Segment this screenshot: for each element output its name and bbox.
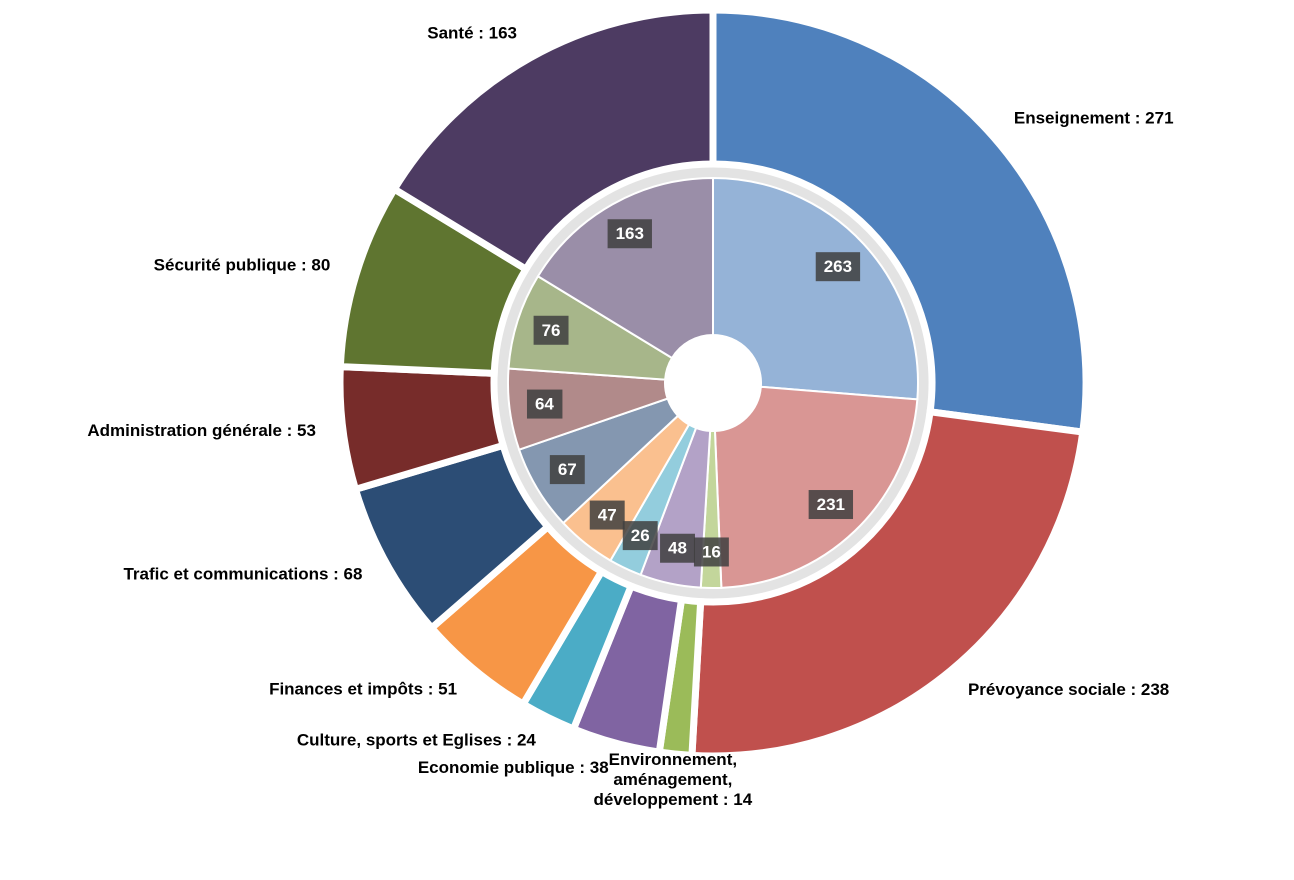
slice-label: Santé : 163 xyxy=(427,24,517,43)
value-label: 47 xyxy=(589,500,625,530)
value-label-text: 263 xyxy=(824,257,852,276)
value-label-text: 16 xyxy=(702,542,721,561)
slice-label: Administration générale : 53 xyxy=(87,421,316,440)
inner-slice xyxy=(507,274,674,381)
value-label: 48 xyxy=(660,533,695,563)
value-label-text: 163 xyxy=(616,224,644,243)
slice-label: Economie publique : 38 xyxy=(418,759,609,778)
value-label-box xyxy=(660,533,695,563)
value-label-text: 64 xyxy=(535,395,554,414)
value-label: 67 xyxy=(549,455,585,485)
slice-label: Culture, sports et Eglises : 24 xyxy=(297,731,537,750)
slice-label: Environnement, aménagement, développement … xyxy=(593,750,752,809)
value-label: 64 xyxy=(526,389,563,419)
outer-slice xyxy=(709,6,1090,437)
value-label: 16 xyxy=(693,537,729,567)
value-label: 231 xyxy=(808,490,854,520)
slice-label: Trafic et communications : 68 xyxy=(123,565,362,584)
value-label-text: 231 xyxy=(817,495,845,514)
value-label-box xyxy=(622,521,658,551)
ring-shadow xyxy=(496,166,930,600)
value-label-box xyxy=(549,455,585,485)
value-label-text: 26 xyxy=(631,526,650,545)
value-label-text: 67 xyxy=(558,460,577,479)
value-label: 163 xyxy=(607,219,652,249)
value-label-box xyxy=(589,500,625,530)
inner-slice xyxy=(712,176,919,401)
value-label: 76 xyxy=(533,315,569,345)
value-label-box xyxy=(808,490,854,520)
value-label-text: 76 xyxy=(542,321,561,340)
value-label-box xyxy=(533,315,569,345)
value-label: 263 xyxy=(815,252,861,282)
slice-label: Prévoyance sociale : 238 xyxy=(968,681,1169,700)
slice-label: Sécurité publique : 80 xyxy=(154,256,331,275)
value-label-box xyxy=(526,389,563,419)
value-label-box xyxy=(693,537,729,567)
inner-slice xyxy=(536,176,714,360)
slice-label: Finances et impôts : 51 xyxy=(269,680,457,699)
value-label: 26 xyxy=(622,521,658,551)
slice-label: Enseignement : 271 xyxy=(1014,109,1174,128)
value-label-box xyxy=(815,252,861,282)
value-label-text: 47 xyxy=(598,506,617,525)
outer-slice xyxy=(389,6,717,274)
value-label-text: 48 xyxy=(668,539,687,558)
value-label-box xyxy=(607,219,652,249)
outer-slice xyxy=(688,407,1087,760)
inner-slice xyxy=(713,385,919,589)
